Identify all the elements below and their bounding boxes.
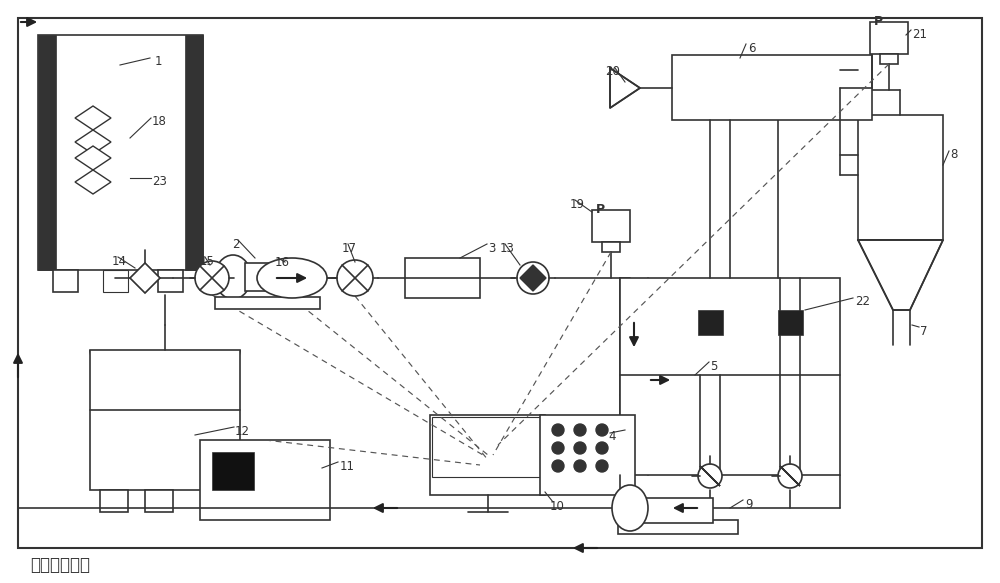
Circle shape [552,442,564,454]
Text: 11: 11 [340,460,355,473]
Text: 12: 12 [235,425,250,438]
Ellipse shape [215,255,251,299]
Polygon shape [780,466,800,486]
Bar [200,440,330,520]
Polygon shape [130,263,160,293]
Circle shape [698,464,722,488]
Circle shape [596,460,608,472]
Circle shape [552,460,564,472]
Text: 1: 1 [155,55,162,68]
Bar [432,417,543,477]
Bar [602,242,620,252]
Polygon shape [75,106,111,130]
Polygon shape [75,146,111,170]
Text: 2: 2 [232,238,240,251]
Text: P: P [596,203,605,216]
Text: 6: 6 [748,42,756,55]
Polygon shape [130,263,160,293]
Text: 4: 4 [608,430,616,443]
Text: P: P [874,15,883,28]
Circle shape [517,262,549,294]
Circle shape [778,464,802,488]
Bar [185,35,203,270]
Text: 10: 10 [550,500,565,513]
Circle shape [574,460,586,472]
Ellipse shape [257,258,327,298]
Polygon shape [858,240,943,310]
Text: 3: 3 [488,242,495,255]
Bar [880,54,898,64]
Bar [103,270,128,292]
Bar [618,520,738,534]
Bar [90,350,240,490]
Polygon shape [700,466,720,486]
Bar [53,270,78,292]
Text: 16: 16 [275,256,290,269]
Bar [620,278,840,475]
Text: 8: 8 [950,148,957,161]
Text: 22: 22 [855,295,870,308]
Bar [38,35,203,270]
Text: 13: 13 [500,242,515,255]
Text: 泥浆回流管线: 泥浆回流管线 [30,556,90,574]
Bar [262,452,314,490]
Circle shape [596,424,608,436]
Bar [638,498,713,523]
Circle shape [195,261,229,295]
Circle shape [337,260,373,296]
Text: 19: 19 [570,198,585,211]
Text: 9: 9 [745,498,753,511]
Bar [405,258,480,298]
Text: 5: 5 [710,360,717,373]
Polygon shape [75,130,111,154]
Polygon shape [700,466,720,486]
Text: 18: 18 [152,115,167,128]
Polygon shape [75,170,111,194]
Bar [672,55,872,120]
Bar [202,490,230,512]
Bar [698,310,723,335]
Text: 17: 17 [342,242,357,255]
Polygon shape [780,466,800,486]
Bar [870,22,908,54]
Bar [430,415,545,495]
Bar [158,270,183,292]
Text: 15: 15 [200,255,215,268]
Ellipse shape [612,485,648,531]
Bar [215,297,320,309]
Circle shape [574,424,586,436]
Bar [592,210,630,242]
Text: 23: 23 [152,175,167,188]
Polygon shape [610,68,640,108]
Bar [38,35,56,270]
Text: 14: 14 [112,255,127,268]
Circle shape [552,424,564,436]
Bar [145,490,173,512]
Circle shape [574,442,586,454]
Text: 21: 21 [912,28,927,41]
Bar [100,490,128,512]
Circle shape [596,442,608,454]
Polygon shape [520,265,546,291]
Bar [540,415,635,495]
Bar [245,263,313,291]
Text: 20: 20 [605,65,620,78]
Bar [778,310,803,335]
Bar [212,452,254,490]
Bar [858,115,943,240]
Text: 7: 7 [920,325,928,338]
